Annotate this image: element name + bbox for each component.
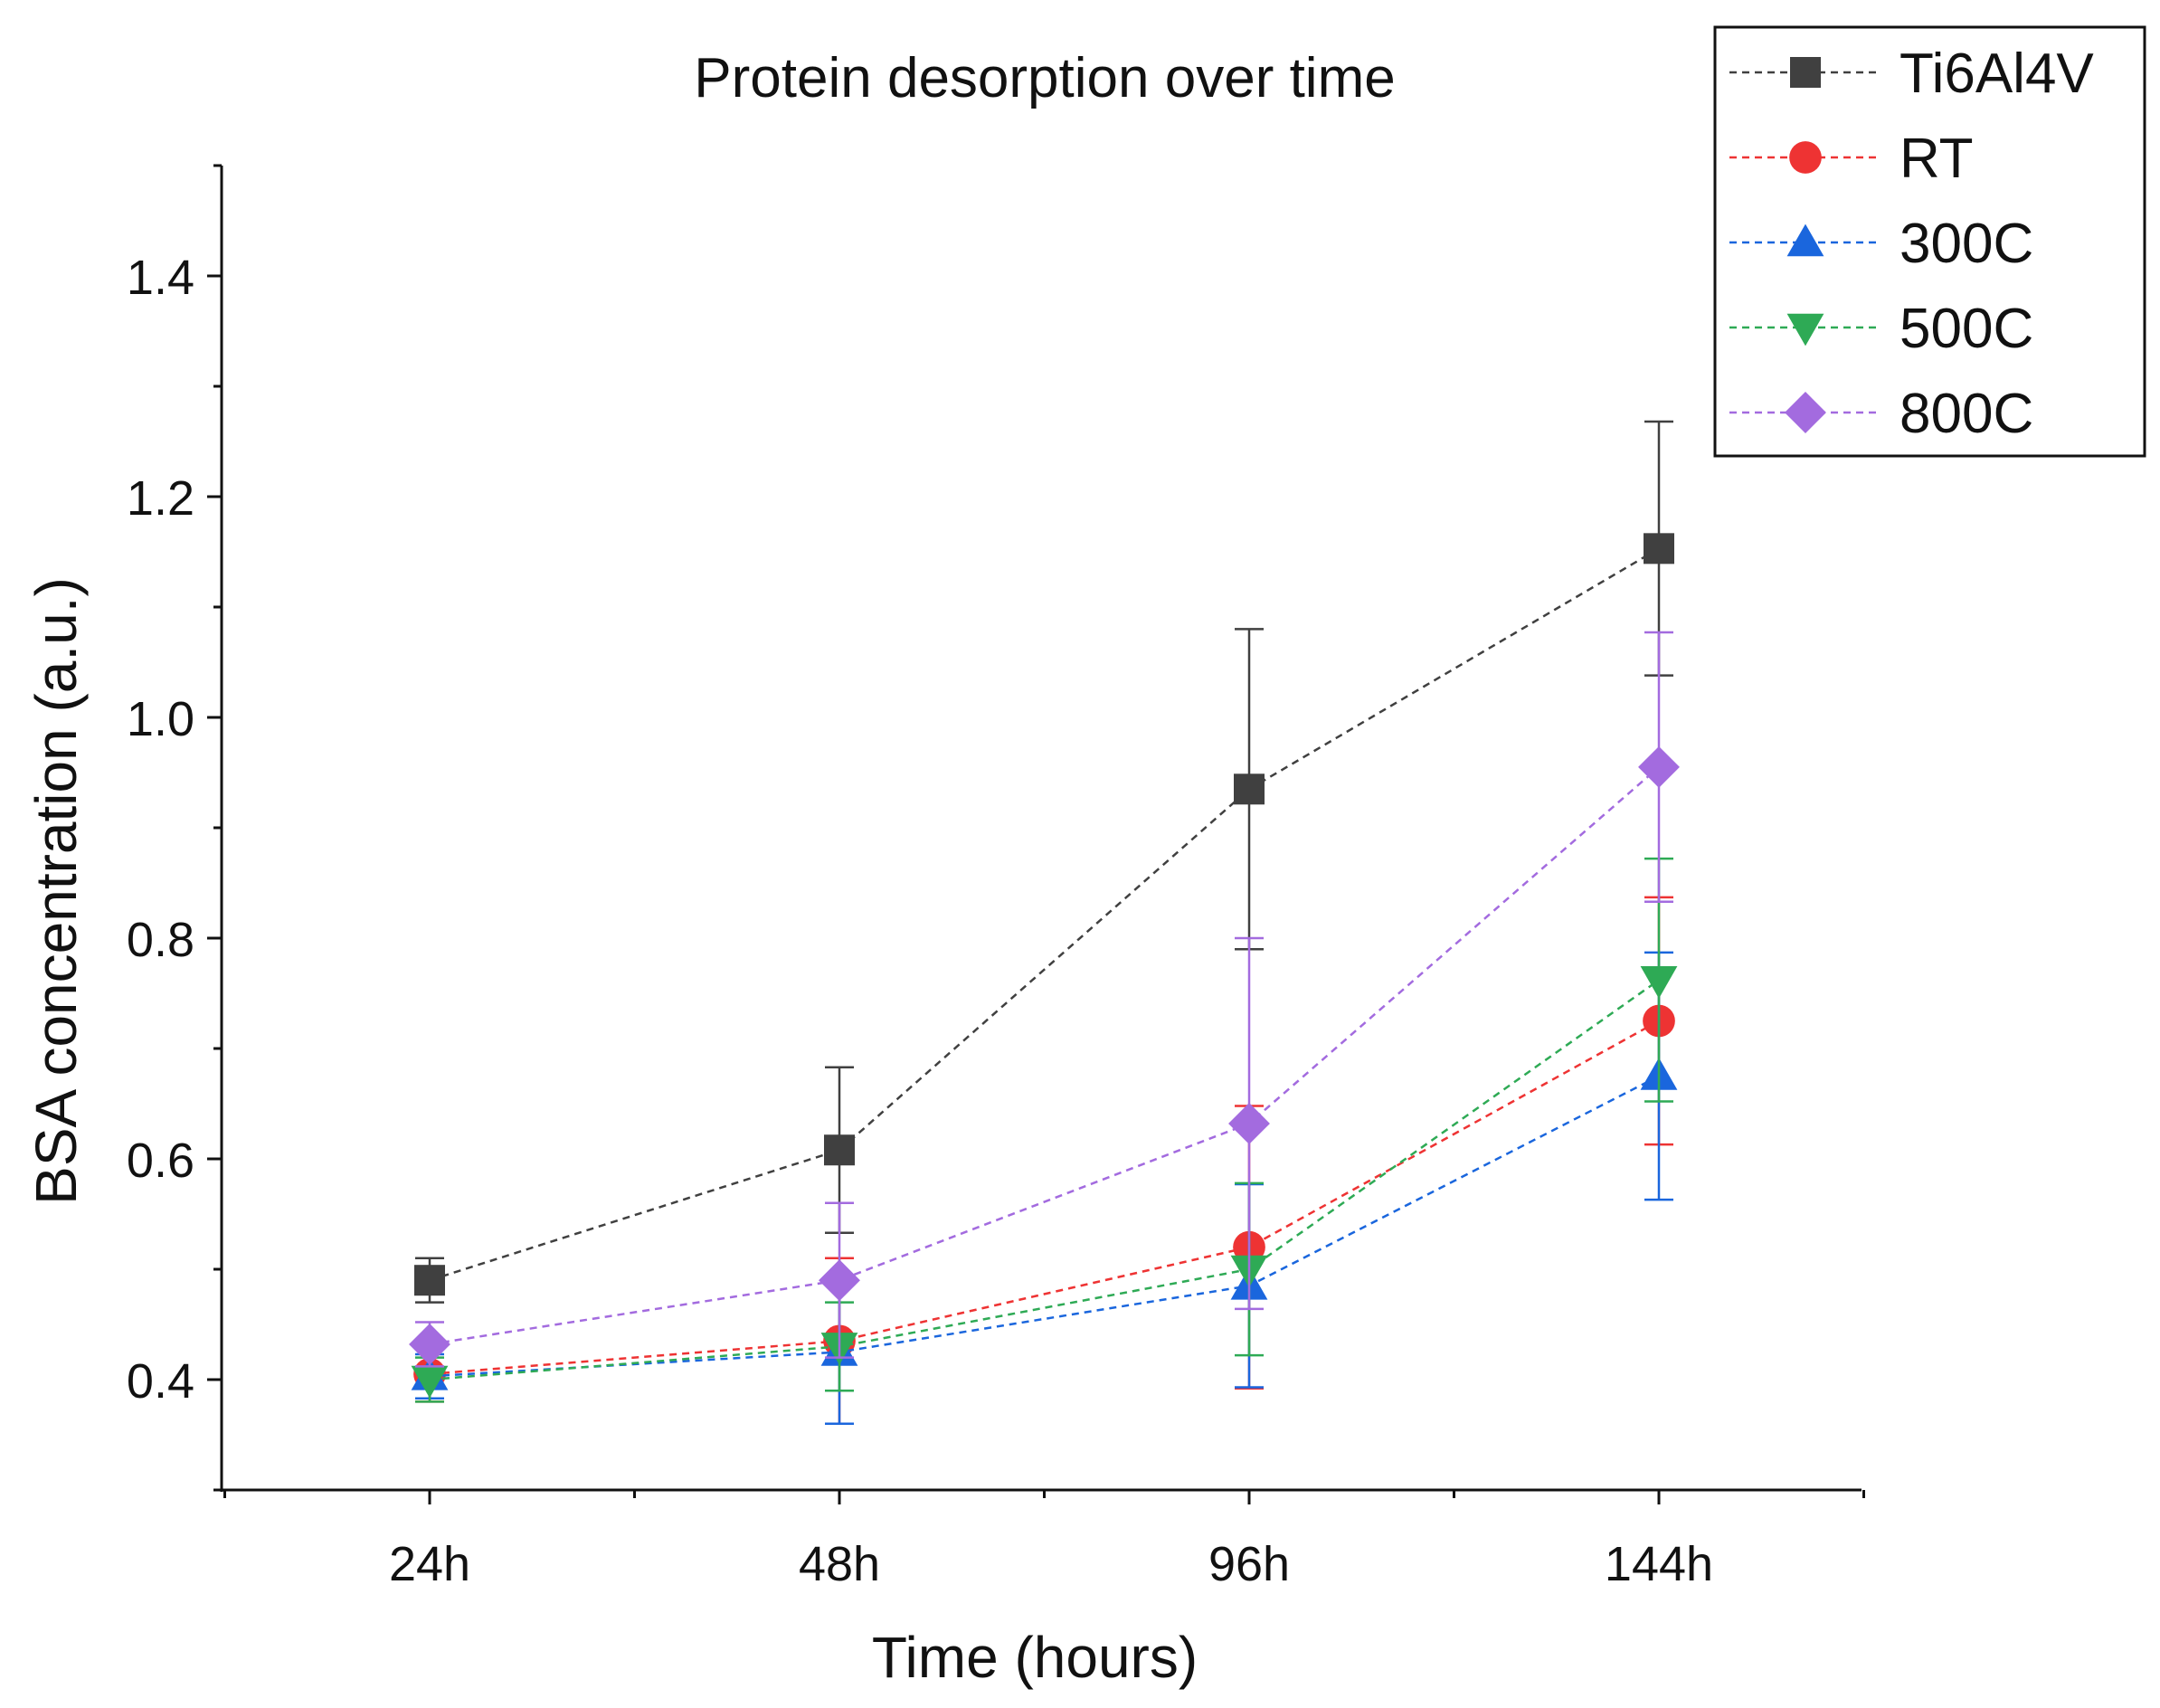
series-line xyxy=(429,1075,1660,1378)
chart-title: Protein desorption over time xyxy=(694,47,1395,109)
data-point xyxy=(1638,745,1680,788)
series-line xyxy=(429,547,1660,1282)
series-line xyxy=(429,765,1660,1346)
legend-marker xyxy=(1785,392,1826,433)
y-tick-label: 0.8 xyxy=(127,913,194,967)
legend-item-800c: 800C xyxy=(1729,383,2033,445)
y-tick-label: 1.0 xyxy=(127,692,194,746)
legend-label: 800C xyxy=(1899,383,2033,445)
series-800c xyxy=(409,631,1680,1368)
legend-label: 500C xyxy=(1899,298,2033,360)
legend-marker xyxy=(1786,223,1824,257)
legend-item-300c: 300C xyxy=(1729,213,2033,275)
data-point xyxy=(1644,533,1674,565)
legend-label: RT xyxy=(1899,128,1974,190)
y-axis-label: BSA concentration (a.u.) xyxy=(24,577,89,1205)
series-line xyxy=(429,1020,1660,1376)
legend-item-ti6al4v: Ti6Al4V xyxy=(1729,43,2094,105)
data-point xyxy=(1640,966,1678,999)
x-tick-label: 144h xyxy=(1605,1537,1713,1591)
legend-marker xyxy=(1789,141,1822,174)
x-tick-label: 96h xyxy=(1208,1537,1290,1591)
x-tick-label: 48h xyxy=(799,1537,880,1591)
series-300c xyxy=(411,951,1678,1426)
legend-item-rt: RT xyxy=(1729,128,1974,190)
series-rt xyxy=(413,896,1675,1426)
data-point xyxy=(1228,1103,1270,1144)
legend-marker xyxy=(1786,313,1824,346)
y-tick-label: 0.4 xyxy=(127,1354,194,1409)
y-tick-label: 1.4 xyxy=(127,251,194,305)
x-tick-label: 24h xyxy=(389,1537,470,1591)
legend-item-500c: 500C xyxy=(1729,298,2033,360)
data-point xyxy=(409,1324,450,1365)
y-tick-label: 0.6 xyxy=(127,1134,194,1188)
legend-label: 300C xyxy=(1899,213,2033,275)
y-tick-label: 1.2 xyxy=(127,471,194,526)
legend-marker xyxy=(1790,57,1821,88)
series-line xyxy=(429,979,1660,1381)
data-point xyxy=(1234,773,1265,805)
x-axis-label: Time (hours) xyxy=(872,1625,1198,1690)
series-500c xyxy=(411,857,1678,1403)
data-point xyxy=(819,1259,860,1302)
series-ti6al4v xyxy=(414,420,1674,1304)
data-point xyxy=(824,1134,855,1166)
data-point xyxy=(414,1265,445,1296)
legend-label: Ti6Al4V xyxy=(1899,43,2094,105)
series-layer xyxy=(409,420,1680,1426)
axes: 0.4 0.6 0.8 1.0 1.2 1.4 24h 48h 96h 144h xyxy=(127,164,1865,1591)
data-point xyxy=(411,1365,449,1399)
legend: Ti6Al4V RT 300C 500C 800C xyxy=(1713,25,2146,458)
